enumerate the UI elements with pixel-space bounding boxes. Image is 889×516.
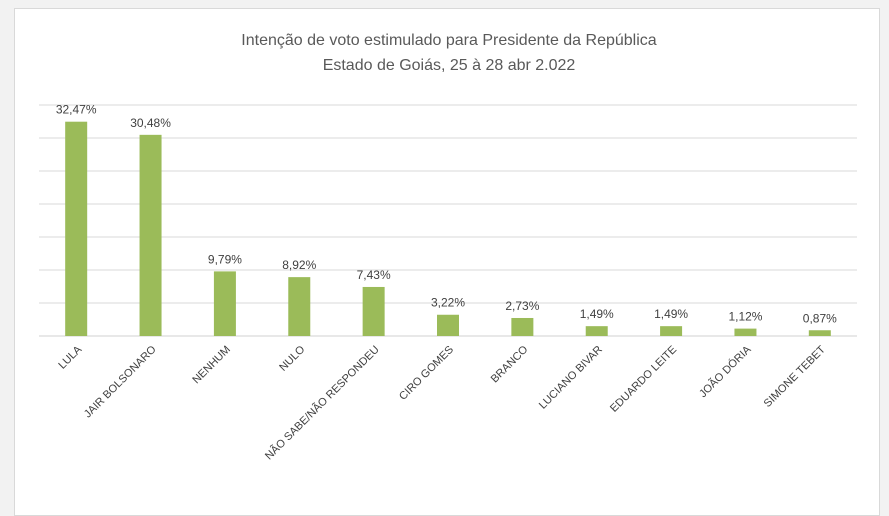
category-label: NULO: [277, 343, 307, 373]
bar: [139, 134, 162, 336]
bar: [437, 314, 459, 336]
gridlines: [39, 104, 857, 337]
bar: [362, 286, 385, 336]
data-label: 30,48%: [130, 116, 171, 130]
category-label: NENHUM: [190, 344, 233, 387]
category-label: EDUARDO LEITE: [608, 344, 679, 415]
category-label: JAIR BOLSONARO: [82, 343, 159, 420]
data-label: 32,47%: [56, 103, 97, 117]
chart-subtitle: Estado de Goiás, 25 à 28 abr 2.022: [323, 57, 576, 74]
data-label: 1,12%: [728, 310, 762, 324]
data-label: 0,87%: [803, 311, 837, 325]
bars: [65, 121, 831, 336]
bar: [288, 277, 311, 336]
data-label: 1,49%: [654, 307, 688, 321]
bar: [65, 121, 88, 336]
bar: [511, 317, 534, 336]
data-label: 1,49%: [580, 307, 614, 321]
data-label: 2,73%: [505, 299, 539, 313]
data-label: 9,79%: [208, 252, 242, 266]
bar: [585, 326, 608, 336]
category-label: LULA: [56, 343, 84, 371]
bar: [808, 330, 831, 336]
category-label: CIRO GOMES: [397, 344, 456, 403]
category-label: JOÃO DÓRIA: [696, 342, 754, 400]
data-labels: 32,47% 30,48% 9,79% 8,92% 7,43% 3,22% 2,73% 1,4…: [56, 103, 837, 326]
category-label: BRANCO: [489, 343, 531, 385]
category-label: NÃO SABE/NÃO RESPONDEU: [262, 343, 381, 462]
data-label: 3,22%: [431, 296, 465, 310]
data-label: 8,92%: [282, 258, 316, 272]
category-label: LUCIANO BIVAR: [537, 344, 605, 412]
bar: [213, 271, 236, 336]
category-label: SIMONE TEBET: [762, 343, 828, 409]
data-label: 7,43%: [357, 268, 391, 282]
bar: [734, 328, 757, 336]
bar: [660, 326, 683, 336]
chart-title: Intenção de voto estimulado para Preside…: [241, 32, 656, 49]
